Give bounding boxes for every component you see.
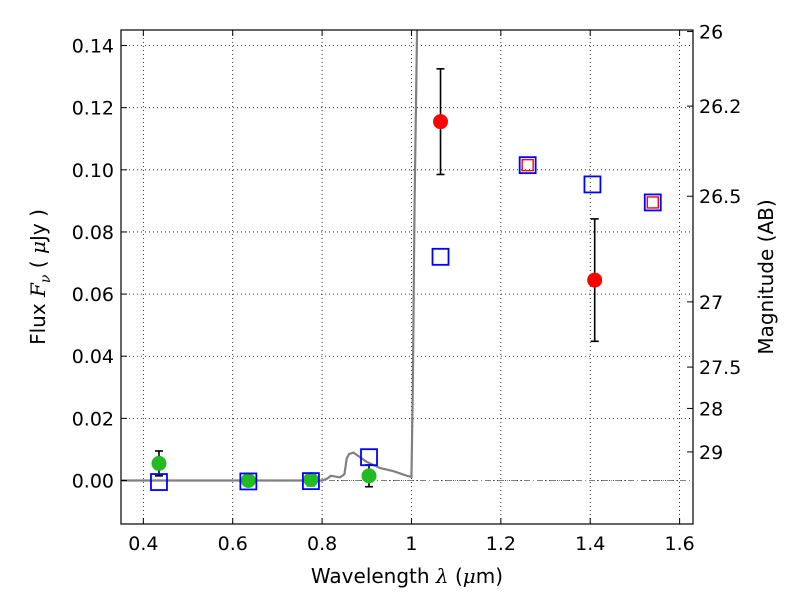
y-tick-label: 0.12 [72, 98, 114, 120]
upper-limit-square [521, 158, 534, 172]
y2-tick-label: 26 [699, 22, 723, 44]
y2-tick-labels: 26 26.2 26.5 27 27.5 28 29 [699, 22, 741, 464]
y-tick-label: 0.10 [72, 160, 114, 182]
y2-tick-label: 27.5 [699, 357, 741, 379]
y-tick-label: 0.04 [72, 346, 114, 368]
y-label-unit-mu: μ [26, 241, 50, 254]
grid [121, 30, 693, 524]
data-point-circle [240, 473, 256, 489]
axis-ticks [121, 30, 693, 524]
y-tick-label: 0.06 [72, 284, 114, 306]
y-label-unit-rest: Jy ) [26, 209, 50, 243]
y-axis-label: Flux Fν ( μJy ) [26, 209, 54, 345]
x-tick-label: 0.8 [307, 533, 337, 555]
y-tick-label: 0.14 [72, 36, 114, 58]
x-tick-label: 0.6 [218, 533, 248, 555]
data-point-circle [587, 272, 603, 288]
plot-area [121, 30, 693, 491]
y-tick-label: 0.02 [72, 408, 114, 430]
y2-tick-label: 28 [699, 398, 723, 420]
x-tick-label: 0.4 [128, 533, 158, 555]
x-tick-label: 1.4 [575, 533, 605, 555]
model-point-square [302, 472, 320, 491]
data-point-circle [303, 472, 319, 488]
x-label-symbol: λ [435, 564, 449, 588]
y-tick-label: 0.00 [72, 471, 114, 493]
model-point-square [431, 247, 450, 266]
y2-tick-label: 26.5 [699, 186, 741, 208]
x-tick-label: 1.2 [486, 533, 516, 555]
y2-tick-label: 27 [699, 292, 723, 314]
upper-limit-square [646, 196, 659, 209]
model-point-square [150, 473, 168, 491]
model-point-square [643, 193, 662, 212]
x-tick-labels: 0.4 0.6 0.8 1 1.2 1.4 1.6 [128, 533, 694, 555]
x-label-unit-open: ( [449, 564, 463, 588]
y2-axis-label: Magnitude (AB) [754, 199, 778, 354]
y-label-main: Flux [26, 297, 50, 345]
x-tick-label: 1.6 [664, 533, 694, 555]
x-label-unit-mu: μ [463, 564, 476, 588]
data-point-circle [151, 455, 167, 471]
model-point-square [583, 175, 602, 194]
y-label-unit-open: ( [26, 254, 50, 275]
plot-frame [120, 29, 694, 525]
model-spectrum-line [121, 30, 419, 482]
y2-tick-label: 29 [699, 442, 723, 464]
data-point-circle [361, 468, 377, 484]
x-label-main: Wavelength [311, 564, 436, 588]
data-point-circle [433, 114, 449, 130]
x-tick-label: 1 [405, 533, 417, 555]
y-tick-label: 0.08 [72, 222, 114, 244]
x-axis-label: Wavelength λ (μm) [311, 564, 503, 588]
y2-tick-label: 26.2 [699, 96, 741, 118]
model-point-square [239, 472, 258, 491]
data-markers [150, 114, 662, 491]
model-point-square [518, 156, 537, 175]
y-label-subscript: ν [38, 274, 54, 283]
model-point-square [360, 448, 378, 467]
y-tick-labels: 0.00 0.02 0.04 0.06 0.08 0.10 0.12 0.14 [72, 36, 114, 493]
y-label-symbol: F [26, 282, 50, 298]
x-label-unit-rest: m) [476, 564, 503, 588]
